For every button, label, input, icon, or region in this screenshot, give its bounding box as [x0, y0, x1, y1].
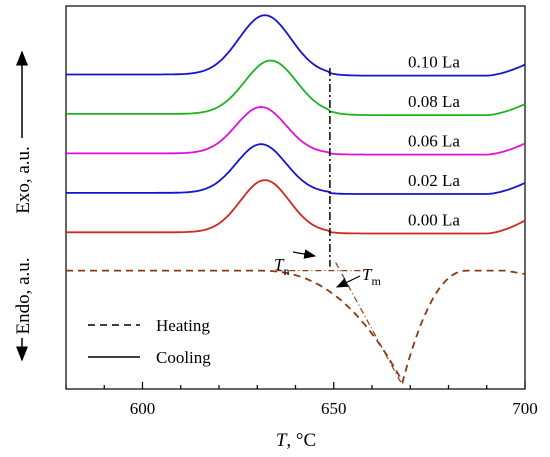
x-tick-label: 700 — [512, 399, 538, 418]
x-tick-label: 600 — [130, 399, 156, 418]
cooling-series-line — [66, 179, 526, 235]
endo-label: Endo, a.u. — [13, 257, 34, 334]
series-label: 0.10 La — [408, 53, 460, 72]
x-ticks: 600 650 700 — [65, 382, 538, 418]
tm-annotation: Tm — [335, 265, 381, 288]
tn-annotation: Tn — [274, 249, 317, 278]
series-label: 0.02 La — [408, 171, 460, 190]
y-axis-exo: Exo, a.u. — [13, 50, 34, 214]
x-tick-label: 650 — [321, 399, 347, 418]
x-axis-title: T, °C — [276, 430, 316, 451]
series-label: 0.06 La — [408, 132, 460, 151]
tn-label: Tn — [274, 255, 289, 278]
legend: Heating Cooling — [88, 316, 211, 367]
legend-cooling-label: Cooling — [156, 348, 211, 367]
tm-arrow — [335, 275, 361, 288]
cooling-series-line — [66, 14, 526, 77]
heating-series-line — [66, 269, 526, 385]
tn-arrow — [292, 249, 317, 259]
series-label: 0.00 La — [408, 210, 460, 229]
series-labels: 0.10 La 0.08 La 0.06 La 0.02 La 0.00 La — [408, 53, 460, 230]
cooling-series-line — [66, 106, 526, 156]
exo-label: Exo, a.u. — [13, 146, 34, 214]
legend-heating-label: Heating — [156, 316, 210, 335]
cooling-curves — [66, 14, 526, 235]
tm-label: Tm — [362, 265, 381, 288]
cooling-series-line — [66, 59, 526, 116]
y-axis-endo: Endo, a.u. — [13, 257, 34, 362]
series-label: 0.08 La — [408, 92, 460, 111]
cooling-series-line — [66, 143, 526, 195]
